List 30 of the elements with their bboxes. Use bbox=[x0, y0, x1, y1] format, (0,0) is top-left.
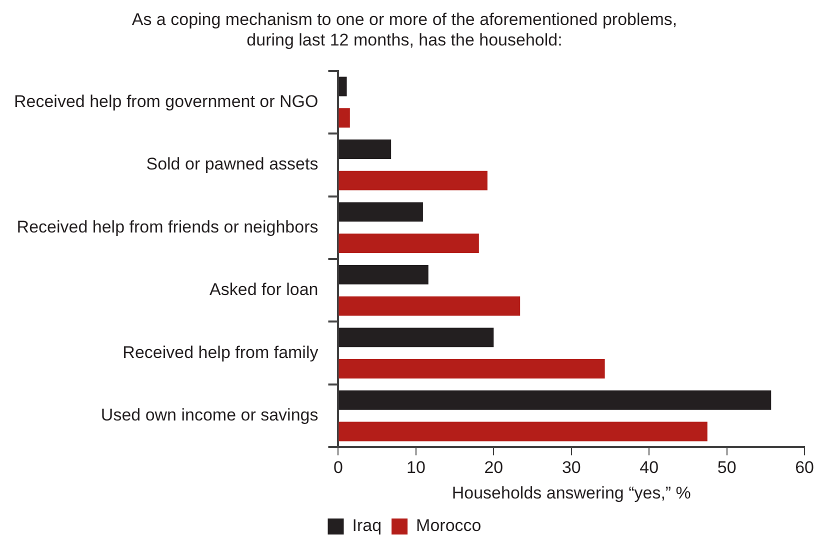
bar bbox=[338, 76, 347, 96]
y-tick-label: Received help from family bbox=[122, 342, 319, 362]
x-tick-label: 0 bbox=[334, 458, 343, 478]
y-tick-label: Received help from government or NGO bbox=[14, 92, 318, 111]
x-axis-title: Households answering “yes,” % bbox=[452, 483, 691, 502]
bar bbox=[338, 108, 350, 128]
bar bbox=[338, 202, 423, 222]
bar bbox=[338, 234, 479, 254]
bar bbox=[338, 328, 494, 348]
legend-label: Morocco bbox=[416, 516, 482, 536]
y-tick-label: Asked for loan bbox=[210, 280, 318, 300]
text: during last 12 months, has the household: bbox=[246, 30, 562, 50]
text: As a coping mechanism to one or more of the aforementioned problems, bbox=[132, 10, 678, 29]
bar bbox=[338, 170, 488, 190]
x-tick-label: 50 bbox=[717, 458, 736, 478]
x-tick-label: 40 bbox=[640, 458, 659, 478]
x-tick-label: 10 bbox=[406, 458, 426, 478]
bar bbox=[338, 359, 605, 379]
bar bbox=[338, 264, 428, 284]
legend-label: Iraq bbox=[352, 516, 382, 536]
y-tick-label: Used own income or savings bbox=[100, 406, 318, 425]
x-tick-label: 20 bbox=[484, 458, 504, 478]
bar bbox=[338, 139, 392, 159]
bar bbox=[338, 422, 708, 442]
bar bbox=[338, 390, 772, 410]
x-tick-label: 60 bbox=[795, 458, 814, 478]
bar bbox=[338, 296, 520, 316]
y-tick-label: Sold or pawned assets bbox=[146, 154, 318, 174]
y-tick-label: Received help from friends or neighbors bbox=[16, 217, 318, 236]
x-tick-label: 30 bbox=[562, 458, 581, 478]
